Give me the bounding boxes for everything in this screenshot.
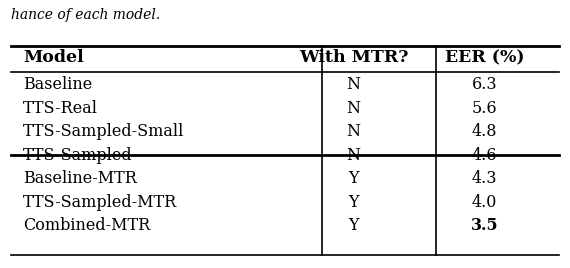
Text: TTS-Sampled: TTS-Sampled <box>23 147 132 164</box>
Text: hance of each model.: hance of each model. <box>11 8 161 22</box>
Text: Baseline: Baseline <box>23 76 92 93</box>
Text: 5.6: 5.6 <box>472 99 497 117</box>
Text: Model: Model <box>23 49 84 66</box>
Text: N: N <box>347 76 360 93</box>
Text: N: N <box>347 147 360 164</box>
Text: 4.6: 4.6 <box>472 147 497 164</box>
Text: 4.8: 4.8 <box>472 123 497 140</box>
Text: Combined-MTR: Combined-MTR <box>23 217 150 234</box>
Text: Y: Y <box>348 217 359 234</box>
Text: With MTR?: With MTR? <box>299 49 408 66</box>
Text: Baseline-MTR: Baseline-MTR <box>23 170 137 187</box>
Text: N: N <box>347 123 360 140</box>
Text: 6.3: 6.3 <box>472 76 497 93</box>
Text: EER (%): EER (%) <box>445 49 524 66</box>
Text: N: N <box>347 99 360 117</box>
Text: Y: Y <box>348 170 359 187</box>
Text: TTS-Sampled-Small: TTS-Sampled-Small <box>23 123 184 140</box>
Text: 4.3: 4.3 <box>472 170 497 187</box>
Text: Y: Y <box>348 194 359 211</box>
Text: 4.0: 4.0 <box>472 194 497 211</box>
Text: TTS-Sampled-MTR: TTS-Sampled-MTR <box>23 194 177 211</box>
Text: TTS-Real: TTS-Real <box>23 99 98 117</box>
Text: 3.5: 3.5 <box>471 217 498 234</box>
